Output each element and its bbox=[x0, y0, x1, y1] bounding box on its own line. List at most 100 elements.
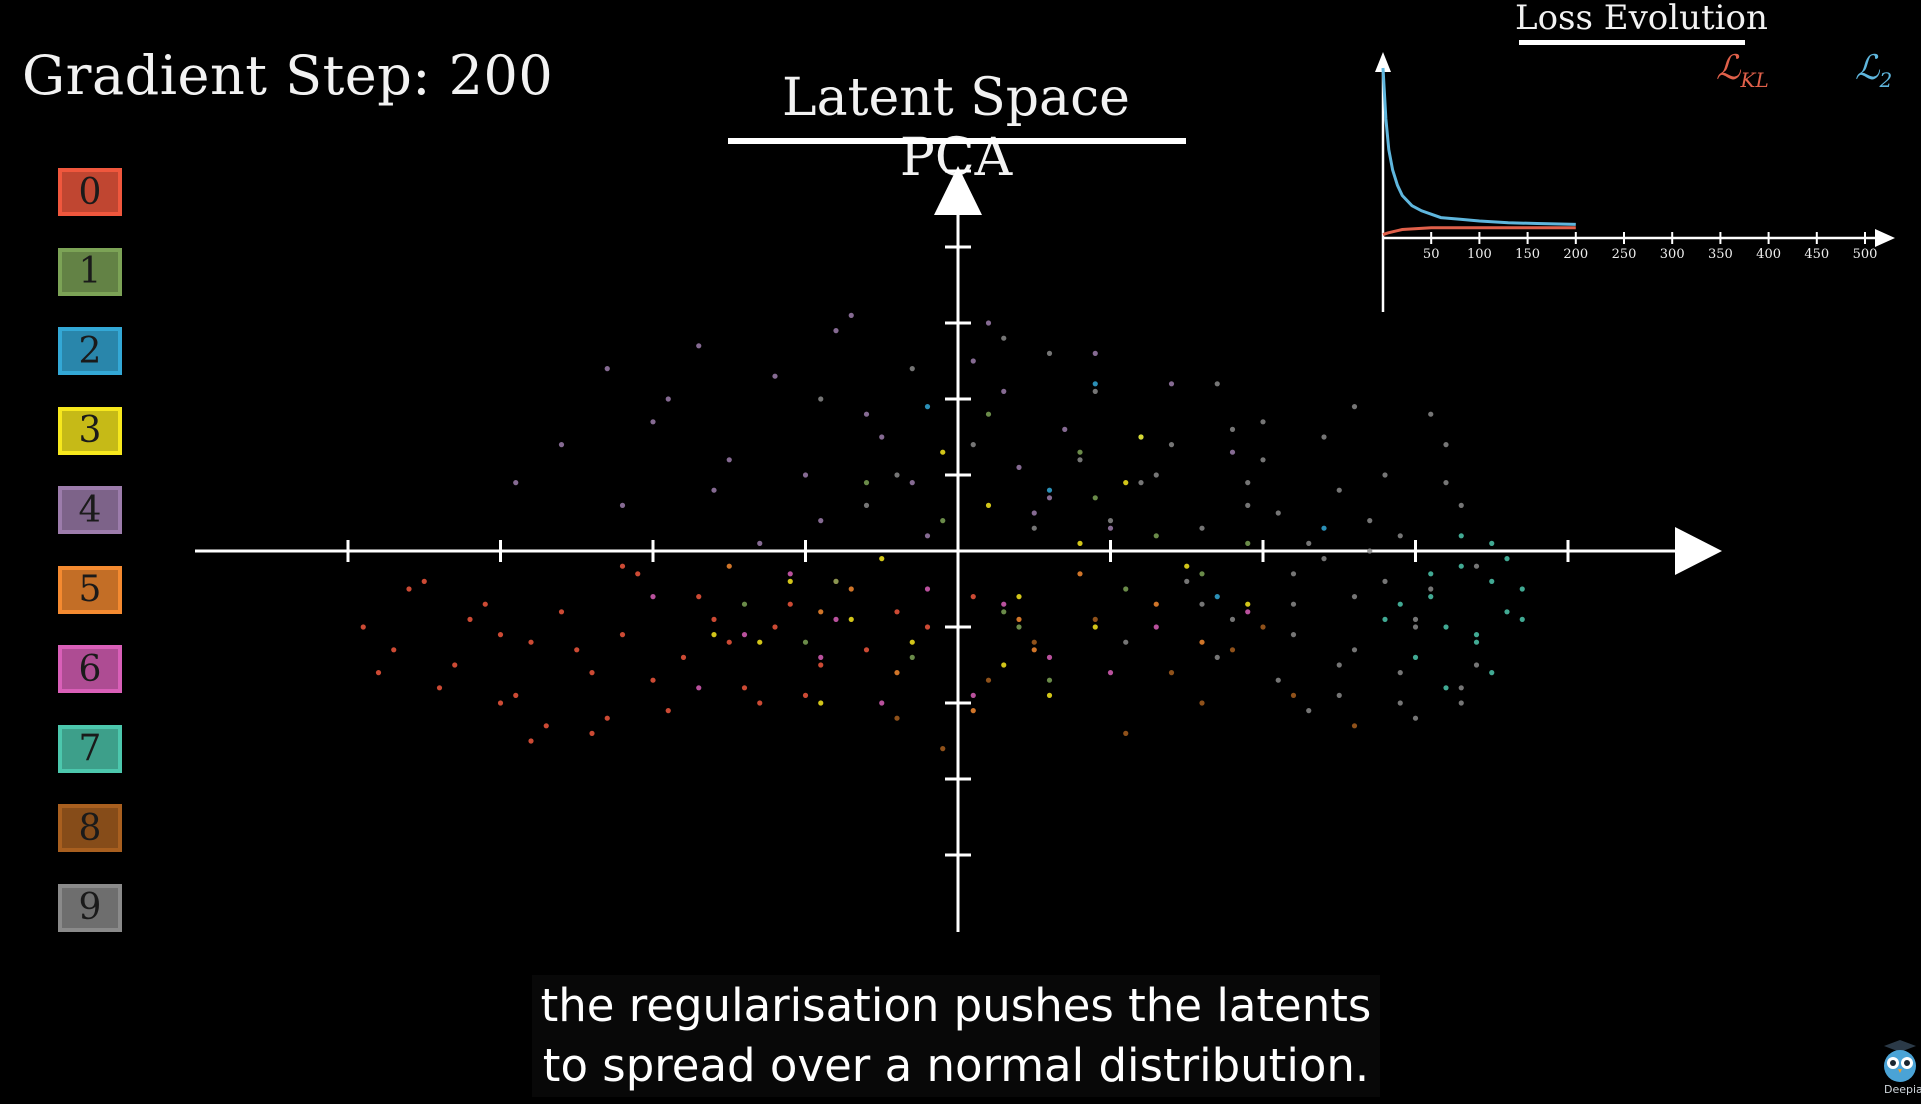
point-digit-0 bbox=[574, 647, 580, 653]
point-digit-9 bbox=[1290, 601, 1297, 607]
point-digit-4 bbox=[1062, 426, 1068, 432]
point-digit-7 bbox=[1504, 556, 1510, 562]
point-digit-9 bbox=[1473, 662, 1480, 668]
point-digit-5 bbox=[818, 609, 824, 615]
point-digit-0 bbox=[970, 594, 976, 600]
point-digit-7 bbox=[1458, 533, 1464, 539]
point-digit-9 bbox=[1260, 419, 1266, 425]
point-digit-4 bbox=[818, 518, 824, 524]
point-digit-9 bbox=[818, 396, 824, 402]
loss-x-tick-label: 300 bbox=[1660, 247, 1685, 262]
point-digit-3 bbox=[909, 639, 915, 645]
legend-digit-9: 9 bbox=[58, 883, 122, 932]
point-digit-7 bbox=[1489, 670, 1495, 676]
point-digit-3 bbox=[1184, 563, 1190, 569]
point-digit-4 bbox=[802, 472, 809, 478]
point-digit-4 bbox=[1107, 525, 1114, 531]
caption-line-1: the regularisation pushes the latents bbox=[540, 979, 1372, 1032]
point-digit-9 bbox=[1290, 632, 1297, 638]
point-digit-1 bbox=[985, 411, 992, 417]
point-digit-6 bbox=[970, 692, 976, 699]
point-digit-4 bbox=[604, 366, 610, 372]
point-digit-4 bbox=[619, 502, 626, 508]
y-axis-arrow bbox=[934, 166, 982, 215]
point-digit-8 bbox=[1199, 700, 1205, 706]
point-digit-9 bbox=[1214, 381, 1220, 387]
point-digit-9 bbox=[1367, 548, 1373, 554]
point-digit-9 bbox=[1229, 426, 1236, 432]
point-digit-9 bbox=[1153, 472, 1159, 478]
point-digit-9 bbox=[1306, 708, 1312, 714]
point-digit-0 bbox=[497, 632, 504, 638]
point-digit-2 bbox=[1321, 525, 1327, 531]
point-digit-9 bbox=[1260, 457, 1266, 463]
point-digit-0 bbox=[741, 685, 748, 691]
loss-x-tick-label: 350 bbox=[1708, 247, 1733, 262]
point-digit-4 bbox=[513, 480, 519, 486]
point-digit-7 bbox=[1489, 578, 1495, 585]
point-digit-6 bbox=[1153, 624, 1159, 630]
point-digit-0 bbox=[635, 571, 641, 577]
point-digit-7 bbox=[1519, 586, 1525, 592]
point-digit-0 bbox=[543, 723, 549, 729]
point-digit-9 bbox=[1382, 578, 1388, 585]
point-digit-0 bbox=[650, 677, 656, 683]
caption-line-2: to spread over a normal distribution. bbox=[542, 1039, 1370, 1092]
point-digit-1 bbox=[833, 578, 839, 585]
point-digit-0 bbox=[528, 639, 534, 645]
point-digit-5 bbox=[1199, 639, 1205, 645]
point-digit-5 bbox=[1016, 616, 1022, 623]
point-digit-9 bbox=[1367, 518, 1373, 524]
point-digit-9 bbox=[1473, 563, 1480, 569]
point-digit-4 bbox=[772, 373, 778, 379]
point-digit-4 bbox=[696, 343, 702, 349]
point-digit-0 bbox=[421, 578, 427, 585]
point-digit-9 bbox=[1458, 700, 1464, 706]
point-digit-3 bbox=[787, 578, 793, 585]
point-digit-9 bbox=[1412, 616, 1419, 623]
point-digit-7 bbox=[1412, 654, 1419, 661]
point-digit-1 bbox=[940, 518, 946, 524]
legend-digit-5: 5 bbox=[58, 565, 122, 614]
point-digit-0 bbox=[589, 670, 595, 676]
point-digit-9 bbox=[1351, 404, 1358, 410]
point-digit-4 bbox=[1046, 495, 1053, 501]
x-axis-arrow bbox=[1675, 527, 1722, 575]
caption: the regularisation pushes the latents to… bbox=[532, 976, 1380, 1096]
point-digit-1 bbox=[909, 654, 915, 661]
point-digit-0 bbox=[436, 685, 443, 691]
point-digit-9 bbox=[1397, 533, 1403, 539]
caption-background bbox=[532, 975, 1380, 1097]
point-digit-8 bbox=[1229, 647, 1236, 653]
point-digit-9 bbox=[1336, 487, 1342, 493]
point-digit-3 bbox=[1077, 540, 1083, 547]
point-digit-0 bbox=[406, 586, 412, 592]
point-digit-9 bbox=[1351, 594, 1358, 600]
point-digit-9 bbox=[1443, 442, 1449, 448]
point-digit-9 bbox=[894, 472, 900, 478]
point-digit-6 bbox=[650, 594, 656, 600]
point-digit-1 bbox=[1016, 624, 1022, 630]
point-digit-9 bbox=[1107, 518, 1114, 524]
point-digit-2 bbox=[1092, 381, 1098, 387]
point-digit-7 bbox=[1473, 639, 1480, 645]
point-digit-4 bbox=[711, 487, 717, 493]
point-digit-7 bbox=[1443, 685, 1449, 691]
point-digit-9 bbox=[1092, 388, 1098, 394]
point-digit-7 bbox=[1473, 632, 1480, 638]
point-digit-4 bbox=[726, 457, 732, 463]
point-digit-8 bbox=[1123, 730, 1129, 737]
point-digit-9 bbox=[1001, 335, 1007, 341]
point-digit-0 bbox=[452, 662, 458, 668]
brand-name: Deepia bbox=[1884, 1083, 1921, 1096]
point-digit-4 bbox=[1031, 510, 1037, 516]
point-digit-4 bbox=[909, 480, 915, 486]
point-digit-7 bbox=[1519, 616, 1525, 623]
point-digit-6 bbox=[1046, 654, 1053, 661]
point-digit-5 bbox=[894, 670, 900, 676]
point-digit-4 bbox=[1016, 464, 1022, 470]
point-digit-3 bbox=[879, 556, 885, 562]
legend-digit-1: 1 bbox=[58, 247, 122, 296]
point-digit-9 bbox=[863, 502, 870, 508]
point-digit-1 bbox=[1245, 540, 1251, 547]
